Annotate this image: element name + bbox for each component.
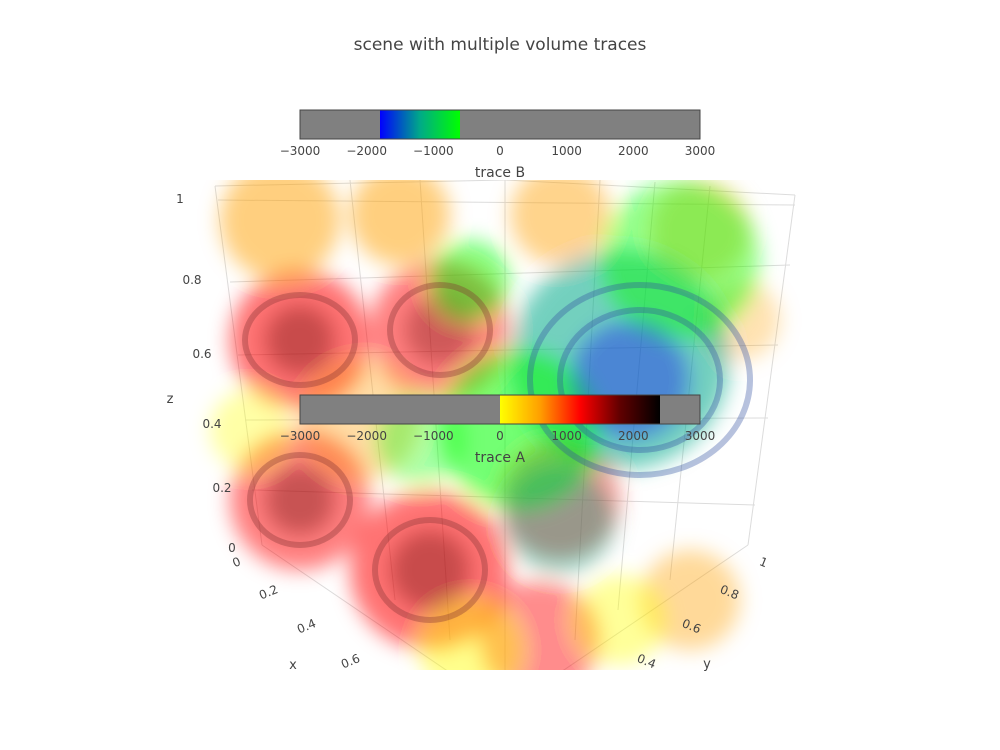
z-tick-label: 0.4 (202, 417, 221, 431)
y-tick-label: 0.8 (718, 582, 741, 602)
y-axis-label: y (703, 657, 711, 672)
x-axis-label: x (289, 658, 297, 673)
volume-blob (390, 530, 470, 610)
z-tick-label: 1 (176, 192, 184, 206)
x-tick-label: 0.2 (257, 582, 280, 602)
colorbar-b-ticks: −3000 −2000 −1000 0 1000 2000 3000 (280, 144, 716, 158)
volume-blob (220, 180, 340, 280)
isosurface-ring (557, 307, 723, 453)
isosurface-ring (527, 282, 753, 478)
colorbar-tick-label: −2000 (346, 429, 387, 443)
colorbar-a-gradient (500, 395, 660, 424)
colorbar-a-border (299, 394, 701, 425)
y-tick-label: 1 (757, 554, 769, 570)
isosurface-ring (387, 282, 493, 378)
volume-blob (350, 180, 450, 265)
colorbar-tick-label: 3000 (685, 144, 716, 158)
volume-blob (510, 180, 610, 265)
chart-title: scene with multiple volume traces (354, 35, 647, 55)
volume-blob (265, 305, 335, 375)
grid-line (747, 194, 796, 546)
z-tick-label: 0.6 (192, 347, 211, 361)
volume-blob (420, 600, 520, 670)
colorbar-tick-label: 2000 (618, 429, 649, 443)
volume-isosurface-rings (242, 282, 753, 623)
volume-blob (505, 465, 615, 575)
colorbar-tick-label: 2000 (618, 144, 649, 158)
colorbar-b-gradient (380, 110, 460, 139)
colorbar-tick-label: −1000 (413, 429, 454, 443)
isosurface-ring (372, 517, 488, 623)
volume-blob (210, 390, 290, 470)
colorbar-tick-label: 1000 (551, 429, 582, 443)
x-tick-label: 0.6 (339, 651, 362, 671)
colorbar-b-background (300, 110, 700, 139)
volume-blob (600, 180, 760, 340)
colorbar-trace-a: −3000 −2000 −1000 0 1000 2000 3000 trace A (280, 394, 716, 466)
colorbar-b-border (299, 109, 701, 140)
volume-blob (575, 575, 665, 665)
isosurface-ring (242, 292, 358, 388)
y-tick-label: 0.4 (635, 651, 658, 671)
x-axis-ticks: 0 0.2 0.4 0.6 (230, 554, 362, 671)
colorbar-tick-label: 0 (496, 144, 504, 158)
isosurface-ring (247, 452, 353, 548)
colorbar-tick-label: −3000 (280, 144, 321, 158)
colorbar-trace-b: −3000 −2000 −1000 0 1000 2000 3000 trace B (280, 109, 716, 181)
volume-blob (640, 550, 740, 650)
x-tick-label: 0 (230, 554, 242, 570)
colorbar-a-ticks: −3000 −2000 −1000 0 1000 2000 3000 (280, 429, 716, 443)
y-tick-label: 0.6 (680, 616, 703, 636)
volume-blob (265, 465, 335, 535)
colorbar-a-title: trace A (475, 450, 526, 466)
colorbar-tick-label: 3000 (685, 429, 716, 443)
colorbar-tick-label: −2000 (346, 144, 387, 158)
colorbar-tick-label: 1000 (551, 144, 582, 158)
colorbar-tick-label: −1000 (413, 144, 454, 158)
z-axis-ticks: 0 0.2 0.4 0.6 0.8 1 (176, 192, 236, 555)
colorbar-b-title: trace B (475, 165, 525, 181)
z-tick-label: 0 (228, 541, 236, 555)
colorbar-tick-label: 0 (496, 429, 504, 443)
z-tick-label: 0.8 (182, 273, 201, 287)
x-tick-label: 0.4 (295, 616, 318, 636)
volume-blob (430, 240, 510, 320)
z-tick-label: 0.2 (212, 481, 231, 495)
z-axis-label: z (167, 392, 174, 407)
colorbar-tick-label: −3000 (280, 429, 321, 443)
